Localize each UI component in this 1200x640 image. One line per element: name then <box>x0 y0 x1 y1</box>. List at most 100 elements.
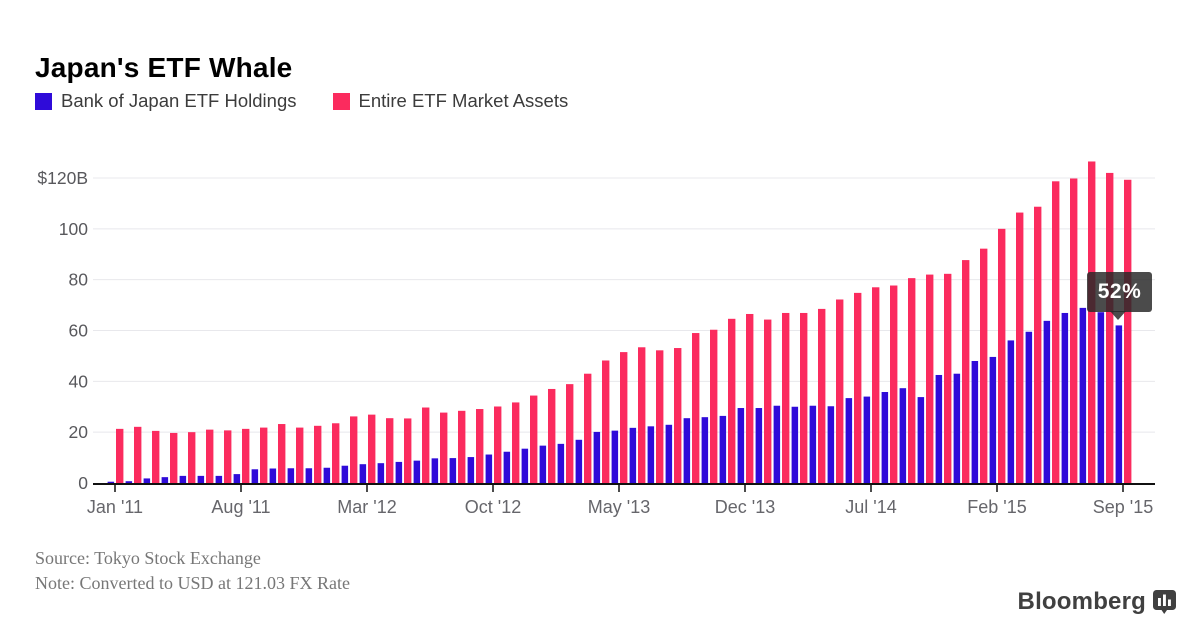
bar-boj-0[interactable] <box>107 481 115 483</box>
bar-boj-3[interactable] <box>161 477 169 483</box>
bar-market-35[interactable] <box>746 313 754 483</box>
bar-boj-30[interactable] <box>647 426 655 483</box>
bar-market-31[interactable] <box>674 348 682 483</box>
bar-boj-13[interactable] <box>341 465 349 483</box>
bar-market-4[interactable] <box>188 432 196 483</box>
bar-boj-15[interactable] <box>377 463 385 483</box>
bar-market-5[interactable] <box>206 429 214 483</box>
bar-market-18[interactable] <box>440 412 448 483</box>
bar-market-40[interactable] <box>836 299 844 483</box>
bar-market-25[interactable] <box>566 384 574 483</box>
bar-market-14[interactable] <box>368 414 376 483</box>
bar-boj-37[interactable] <box>773 405 781 483</box>
bar-boj-45[interactable] <box>917 397 925 483</box>
bar-boj-51[interactable] <box>1025 331 1033 483</box>
bar-boj-53[interactable] <box>1061 312 1069 483</box>
bar-market-53[interactable] <box>1070 178 1078 483</box>
bar-boj-18[interactable] <box>431 458 439 483</box>
bar-boj-35[interactable] <box>737 408 745 483</box>
bar-boj-38[interactable] <box>791 406 799 483</box>
bar-market-11[interactable] <box>314 425 322 483</box>
bar-market-17[interactable] <box>422 407 430 483</box>
bar-market-15[interactable] <box>386 418 394 483</box>
bar-market-44[interactable] <box>908 278 916 483</box>
bar-boj-44[interactable] <box>899 388 907 483</box>
bar-market-41[interactable] <box>854 292 862 483</box>
bar-boj-10[interactable] <box>287 468 295 483</box>
bar-boj-22[interactable] <box>503 451 511 483</box>
bar-market-37[interactable] <box>782 312 790 483</box>
bar-market-33[interactable] <box>710 329 718 483</box>
bar-market-2[interactable] <box>152 430 160 483</box>
bar-market-49[interactable] <box>998 228 1006 483</box>
bar-market-50[interactable] <box>1016 212 1024 484</box>
bar-boj-40[interactable] <box>827 406 835 483</box>
bar-market-46[interactable] <box>944 273 952 483</box>
bar-market-47[interactable] <box>962 260 970 483</box>
bar-boj-33[interactable] <box>701 417 709 483</box>
bar-market-13[interactable] <box>350 416 358 483</box>
bar-boj-56[interactable] <box>1115 325 1123 483</box>
bar-boj-11[interactable] <box>305 468 313 483</box>
bar-market-48[interactable] <box>980 248 988 483</box>
bar-boj-47[interactable] <box>953 373 961 483</box>
bar-market-20[interactable] <box>476 409 484 483</box>
bar-boj-24[interactable] <box>539 445 547 483</box>
bar-boj-36[interactable] <box>755 408 763 483</box>
bar-market-42[interactable] <box>872 287 880 483</box>
bar-market-12[interactable] <box>332 423 340 483</box>
bar-boj-28[interactable] <box>611 430 619 483</box>
bar-market-34[interactable] <box>728 318 736 483</box>
bar-market-29[interactable] <box>638 347 646 483</box>
bar-market-38[interactable] <box>800 312 808 483</box>
bar-boj-25[interactable] <box>557 443 565 483</box>
bar-market-9[interactable] <box>278 424 286 483</box>
bar-market-23[interactable] <box>530 395 538 483</box>
bar-market-19[interactable] <box>458 410 466 483</box>
bar-boj-31[interactable] <box>665 424 673 483</box>
bar-boj-42[interactable] <box>863 396 871 483</box>
bar-boj-27[interactable] <box>593 431 601 483</box>
bar-market-32[interactable] <box>692 333 700 483</box>
bar-boj-49[interactable] <box>989 356 997 483</box>
bar-boj-19[interactable] <box>449 458 457 483</box>
bar-boj-54[interactable] <box>1079 307 1087 483</box>
bar-market-10[interactable] <box>296 427 304 483</box>
bar-boj-46[interactable] <box>935 374 943 483</box>
bar-market-0[interactable] <box>116 428 124 483</box>
bar-boj-50[interactable] <box>1007 340 1015 483</box>
bar-boj-4[interactable] <box>179 475 187 483</box>
bar-market-1[interactable] <box>134 426 142 483</box>
bar-boj-55[interactable] <box>1097 312 1105 483</box>
bar-boj-5[interactable] <box>197 475 205 483</box>
bar-boj-41[interactable] <box>845 398 853 483</box>
bar-boj-17[interactable] <box>413 460 421 483</box>
bar-market-36[interactable] <box>764 319 772 483</box>
bar-boj-9[interactable] <box>269 468 277 483</box>
bar-market-55[interactable] <box>1106 172 1114 483</box>
bar-boj-39[interactable] <box>809 405 817 483</box>
bar-market-43[interactable] <box>890 285 898 483</box>
bar-market-45[interactable] <box>926 274 934 483</box>
bar-market-56[interactable] <box>1124 179 1132 483</box>
bar-market-16[interactable] <box>404 418 412 483</box>
bar-boj-1[interactable] <box>125 481 133 483</box>
bar-boj-21[interactable] <box>485 454 493 483</box>
bar-boj-8[interactable] <box>251 469 259 483</box>
bar-market-26[interactable] <box>584 373 592 483</box>
bar-boj-52[interactable] <box>1043 320 1051 483</box>
bar-market-7[interactable] <box>242 428 250 483</box>
bar-market-22[interactable] <box>512 402 520 483</box>
bar-boj-12[interactable] <box>323 467 331 483</box>
bar-market-24[interactable] <box>548 388 556 483</box>
bar-boj-48[interactable] <box>971 361 979 483</box>
bar-market-51[interactable] <box>1034 206 1042 484</box>
bar-market-6[interactable] <box>224 430 232 483</box>
bar-market-54[interactable] <box>1088 161 1096 483</box>
bar-market-3[interactable] <box>170 432 178 483</box>
bar-market-30[interactable] <box>656 350 664 483</box>
bar-boj-23[interactable] <box>521 448 529 483</box>
bar-boj-32[interactable] <box>683 418 691 483</box>
bar-boj-34[interactable] <box>719 415 727 483</box>
bar-boj-43[interactable] <box>881 392 889 483</box>
